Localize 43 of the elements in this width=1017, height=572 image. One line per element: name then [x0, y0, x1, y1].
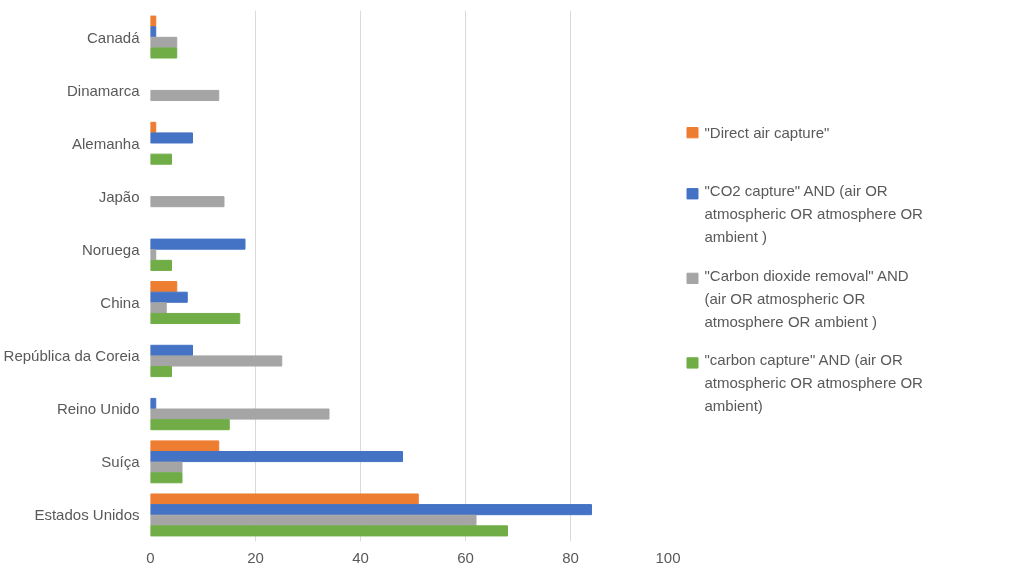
bar [150, 153, 172, 165]
bar [150, 504, 592, 516]
legend-label: "CO2 capture" AND (air OR atmospheric OR atmosphere OR ambient ) [704, 182, 924, 246]
bar [150, 451, 403, 463]
bar [150, 461, 183, 473]
y-tick-label: Noruega [81, 240, 141, 258]
legend-label: "Carbon dioxide removal" AND (air OR atmospheric OR atmosphere OR ambient ) [704, 266, 909, 330]
bar [150, 291, 188, 303]
bar [150, 440, 220, 452]
bar [150, 132, 193, 144]
y-tick-label: Estados Unidos [34, 506, 140, 524]
bar [150, 196, 225, 208]
y-tick-label: República da Coreia [3, 347, 141, 365]
bar [150, 493, 419, 505]
legend-label: "carbon capture" AND (air OR atmospheric OR atmosphere OR ambient) [704, 351, 924, 415]
bar [150, 312, 241, 325]
bar [150, 408, 330, 420]
x-tick-label: 100 [655, 548, 681, 566]
bar [150, 419, 230, 431]
bar [150, 366, 172, 378]
bar [150, 89, 220, 101]
x-tick-label: 60 [457, 548, 474, 566]
y-tick-label: Suíça [101, 453, 141, 471]
x-tick-label: 20 [247, 548, 264, 566]
bar [150, 47, 178, 59]
bar [150, 281, 178, 293]
x-tick-label: 80 [562, 548, 579, 566]
y-tick-label: Reino Unido [56, 400, 140, 418]
y-tick-label: Alemanha [71, 134, 141, 152]
bar [150, 259, 172, 271]
x-tick-label: 40 [352, 548, 369, 566]
y-tick-label: China [100, 294, 141, 312]
legend-label: "Direct air capture" [704, 124, 830, 142]
bar [150, 514, 477, 526]
bar [150, 302, 167, 314]
bar [150, 238, 246, 250]
x-tick-label: 0 [146, 548, 155, 566]
y-tick-label: Japão [98, 187, 140, 205]
y-tick-label: Canadá [86, 28, 141, 46]
bar [150, 525, 508, 537]
bar [150, 472, 183, 484]
y-tick-label: Dinamarca [66, 81, 141, 99]
bar [150, 355, 283, 367]
